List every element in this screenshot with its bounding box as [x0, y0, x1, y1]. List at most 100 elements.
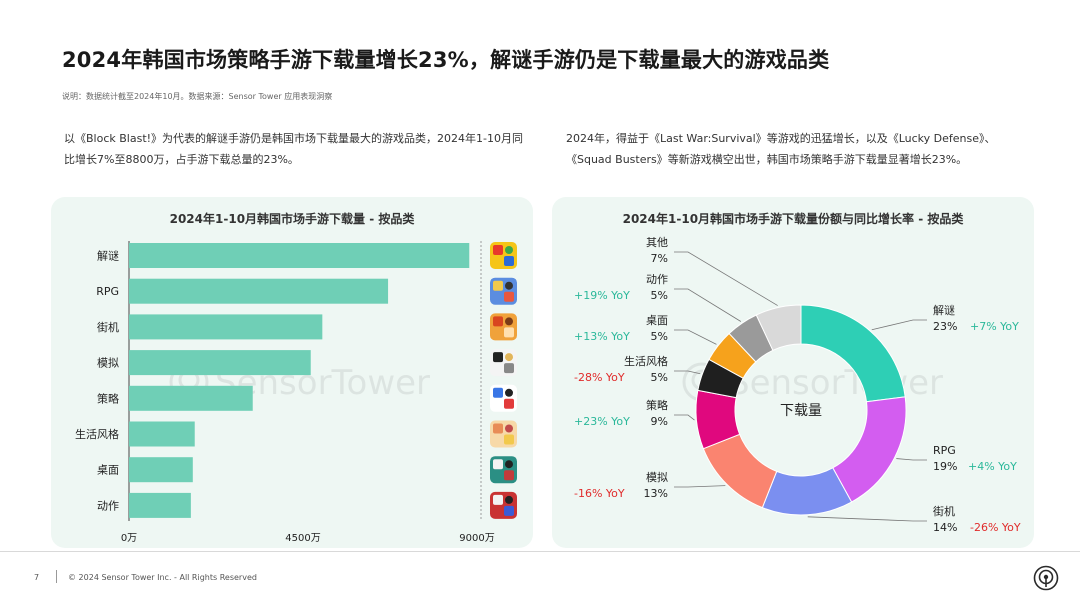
slice-share-策略: 9% — [651, 415, 668, 428]
slice-share-街机: 14% — [933, 521, 957, 534]
slice-yoy-桌面: +13% YoY — [574, 330, 630, 343]
app-icon-shape — [493, 280, 503, 291]
strategy-app-icon — [490, 384, 517, 412]
app-icon-shape — [493, 245, 503, 255]
rpg-app-icon — [490, 277, 517, 305]
slice-yoy-策略: +23% YoY — [574, 415, 630, 428]
watermark-text: SensorTower — [728, 363, 943, 403]
app-icon-shape — [505, 495, 513, 504]
summary-right: 2024年，得益于《Last War:Survival》等游戏的迅猛增长，以及《… — [566, 132, 996, 166]
slice-yoy-解谜: +7% YoY — [970, 320, 1019, 333]
bar-动作 — [129, 492, 191, 518]
app-icon-shape — [504, 327, 514, 338]
board-app-icon — [490, 456, 517, 484]
slice-share-RPG: 19% — [933, 460, 957, 473]
slice-share-解谜: 23% — [933, 320, 957, 333]
slice-name-其他: 其他 — [646, 236, 668, 249]
slice-name-RPG: RPG — [933, 444, 956, 457]
slice-share-动作: 5% — [651, 289, 668, 302]
leader-line — [674, 370, 701, 375]
app-icon-shape — [505, 388, 513, 397]
app-icon-shape — [504, 363, 514, 374]
bar-chart-title: 2024年1-10月韩国市场手游下载量 - 按品类 — [169, 212, 415, 226]
app-icon-shape — [493, 387, 503, 398]
data-source-note: 说明：数据统计截至2024年10月。数据来源：Sensor Tower 应用表现… — [62, 92, 333, 101]
slice-share-桌面: 5% — [651, 330, 668, 343]
donut-chart-title: 2024年1-10月韩国市场手游下载量份额与同比增长率 - 按品类 — [622, 212, 964, 226]
bar-RPG — [129, 278, 389, 304]
bar-街机 — [129, 314, 323, 340]
footer-divider — [0, 551, 1080, 552]
lifestyle-app-icon — [490, 420, 517, 448]
slice-模拟 — [702, 433, 778, 509]
app-icon-shape — [505, 317, 513, 326]
category-label: 策略 — [97, 391, 119, 405]
category-label: 解谜 — [97, 249, 119, 263]
sensor-tower-logo-icon — [1033, 565, 1059, 591]
slice-name-桌面: 桌面 — [646, 314, 668, 327]
app-icon-shape — [493, 352, 503, 363]
slice-yoy-街机: -26% YoY — [970, 521, 1021, 534]
bar-策略 — [129, 385, 253, 411]
footer-separator — [56, 570, 57, 583]
slice-share-生活风格: 5% — [651, 371, 668, 384]
slice-share-其他: 7% — [651, 252, 668, 265]
action-app-icon — [490, 491, 517, 519]
slice-name-策略: 策略 — [646, 398, 668, 412]
donut-center-label: 下载量 — [780, 403, 822, 419]
slice-其他 — [755, 304, 802, 351]
app-icon-shape — [505, 460, 513, 469]
app-icon-shape — [493, 494, 503, 505]
category-label: 生活风格 — [75, 427, 119, 441]
arcade-app-icon — [490, 313, 517, 341]
bar-桌面 — [129, 457, 193, 483]
app-icon-shape — [505, 353, 513, 362]
x-tick-label: 4500万 — [285, 533, 320, 544]
app-icon-shape — [504, 291, 514, 302]
x-tick-label: 9000万 — [459, 533, 494, 544]
app-icon-shape — [493, 316, 503, 327]
slice-name-生活风格: 生活风格 — [624, 354, 668, 368]
slice-name-解谜: 解谜 — [933, 303, 955, 317]
category-label: 动作 — [97, 499, 119, 512]
app-icon-shape — [505, 246, 513, 254]
app-icon-shape — [504, 434, 514, 445]
block-blast-app-icon — [490, 242, 517, 269]
app-icon-shape — [493, 459, 503, 470]
slice-name-街机: 街机 — [933, 504, 955, 518]
leader-line — [674, 288, 742, 322]
slice-yoy-动作: +19% YoY — [574, 289, 630, 302]
category-label: 桌面 — [97, 464, 119, 477]
app-icon-shape — [505, 424, 513, 433]
slice-yoy-RPG: +4% YoY — [968, 460, 1017, 473]
leader-line — [807, 516, 927, 522]
leader-line — [674, 251, 778, 306]
slice-yoy-生活风格: -28% YoY — [574, 371, 625, 384]
x-tick-label: 0万 — [121, 533, 137, 544]
slice-yoy-模拟: -16% YoY — [574, 487, 625, 500]
bar-模拟 — [129, 350, 311, 376]
category-label: 模拟 — [97, 356, 119, 370]
slice-RPG — [832, 396, 907, 503]
app-icon-shape — [504, 470, 514, 481]
summary-left: 以《Block Blast!》为代表的解谜手游仍是韩国市场下载量最大的游戏品类，… — [64, 132, 524, 166]
donut-chart-panel: 2024年1-10月韩国市场手游下载量份额与同比增长率 - 按品类 Sensor… — [552, 197, 1034, 548]
app-icon-shape — [504, 505, 514, 516]
bar-chart-panel: 2024年1-10月韩国市场手游下载量 - 按品类 SensorTower 解谜 R… — [51, 197, 533, 548]
leader-line — [674, 329, 717, 345]
app-icon-shape — [504, 256, 514, 266]
page-number: 7 — [34, 573, 40, 582]
copyright: © 2024 Sensor Tower Inc. - All Rights Re… — [68, 573, 257, 582]
simulation-app-icon — [490, 349, 517, 377]
slice-name-模拟: 模拟 — [646, 470, 668, 484]
leader-line — [674, 414, 695, 421]
slice-share-模拟: 13% — [644, 487, 668, 500]
bar-生活风格 — [129, 421, 195, 447]
leader-line — [674, 485, 726, 488]
app-icon-shape — [505, 281, 513, 290]
bar-解谜 — [129, 243, 470, 268]
app-icon-shape — [493, 423, 503, 434]
leader-line — [896, 458, 927, 461]
